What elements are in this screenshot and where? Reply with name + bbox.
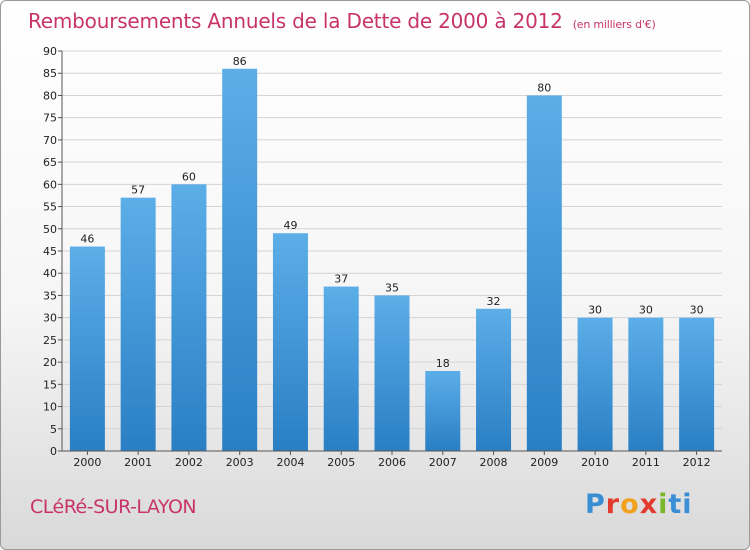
chart-unit: (en milliers d'€)	[572, 18, 656, 31]
y-tick-label: 50	[43, 223, 57, 236]
y-tick-label: 30	[43, 312, 57, 325]
y-tick-label: 70	[43, 134, 57, 147]
x-tick-label: 2001	[124, 456, 152, 469]
x-tick-label: 2011	[632, 456, 660, 469]
data-label: 86	[233, 55, 247, 68]
bar	[222, 68, 258, 452]
y-axis-ticks: 0 5 10 15 20 25 30 35 40 45 50 55 60 65 70 75 80 85 90	[43, 45, 62, 458]
y-tick-label: 25	[43, 334, 57, 347]
data-label: 46	[80, 233, 94, 246]
x-tick-label: 2012	[683, 456, 711, 469]
x-tick-label: 2007	[429, 456, 457, 469]
data-label: 32	[487, 295, 501, 308]
y-tick-label: 80	[43, 89, 57, 102]
y-tick-label: 40	[43, 267, 57, 280]
y-tick-label: 20	[43, 356, 57, 369]
bar	[628, 317, 664, 451]
bars: 46 57 60 86 49 37 35 18 32 80 30 30 30	[69, 55, 715, 452]
data-label: 60	[182, 170, 196, 183]
chart-title: Remboursements Annuels de la Dette de 20…	[28, 9, 656, 33]
y-tick-label: 90	[43, 45, 57, 58]
logo-letter: x	[639, 489, 659, 520]
data-label: 37	[334, 273, 348, 286]
bar	[323, 286, 359, 451]
logo-letter: i	[658, 489, 669, 520]
bar	[425, 371, 461, 451]
y-tick-label: 45	[43, 245, 57, 258]
data-label: 30	[639, 304, 653, 317]
y-tick-label: 10	[43, 401, 57, 414]
data-label: 49	[283, 219, 297, 232]
bar	[476, 308, 512, 451]
data-label: 30	[690, 304, 704, 317]
commune-name: CLéRé-SUR-LAYON	[30, 496, 197, 518]
logo-letter: P	[585, 489, 606, 520]
bar	[679, 317, 715, 451]
y-tick-label: 15	[43, 378, 57, 391]
logo-letter: ti	[668, 489, 693, 520]
y-tick-label: 55	[43, 201, 57, 214]
x-tick-label: 2002	[175, 456, 203, 469]
logo-letter: o	[620, 489, 640, 520]
data-label: 30	[588, 304, 602, 317]
x-tick-label: 2008	[480, 456, 508, 469]
y-tick-label: 65	[43, 156, 57, 169]
proxiti-logo: Proxiti	[585, 489, 693, 520]
y-tick-label: 75	[43, 112, 57, 125]
y-tick-label: 85	[43, 67, 57, 80]
data-label: 35	[385, 281, 399, 294]
y-tick-label: 5	[50, 423, 57, 436]
bar	[171, 184, 207, 452]
x-tick-label: 2000	[73, 456, 101, 469]
x-tick-label: 2003	[226, 456, 254, 469]
chart-title-text: Remboursements Annuels de la Dette de 20…	[28, 9, 563, 33]
x-tick-label: 2005	[327, 456, 355, 469]
x-tick-label: 2010	[581, 456, 609, 469]
y-tick-label: 0	[50, 445, 57, 458]
data-label: 57	[131, 184, 145, 197]
y-tick-label: 60	[43, 178, 57, 191]
bar	[272, 233, 308, 451]
bar	[374, 295, 410, 451]
bar	[120, 197, 156, 451]
x-tick-label: 2009	[530, 456, 558, 469]
logo-letter: r	[605, 489, 621, 520]
bar	[69, 246, 105, 451]
bar	[526, 95, 562, 451]
data-label: 18	[436, 357, 450, 370]
bar	[577, 317, 613, 451]
x-tick-label: 2006	[378, 456, 406, 469]
x-tick-label: 2004	[276, 456, 304, 469]
data-label: 80	[537, 81, 551, 94]
x-axis-ticks: 2000 2001 2002 2003 2004 2005 2006 2007 2008 2009…	[73, 451, 711, 469]
y-tick-label: 35	[43, 289, 57, 302]
